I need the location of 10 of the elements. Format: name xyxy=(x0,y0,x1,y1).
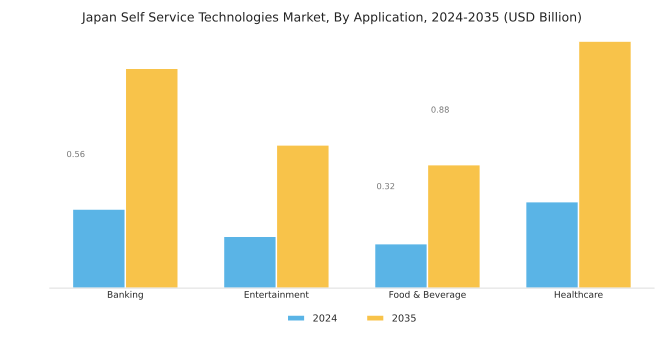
legend-label: 2024 xyxy=(313,314,337,322)
legend-label: 2035 xyxy=(392,314,416,322)
annotation: 0.88 xyxy=(431,106,449,113)
chart-title: Japan Self Service Technologies Market, By Application, 2024-2035 (USD Billion) xyxy=(81,12,581,24)
x-tick-label: Food & Beverage xyxy=(390,290,466,300)
annotation: 0.56 xyxy=(67,150,85,158)
x-tick-label: Healthcare xyxy=(554,290,603,298)
x-tick-label: Entertainment xyxy=(244,290,309,298)
annotation: 0.32 xyxy=(377,182,394,190)
x-tick-label: Banking xyxy=(108,290,143,300)
